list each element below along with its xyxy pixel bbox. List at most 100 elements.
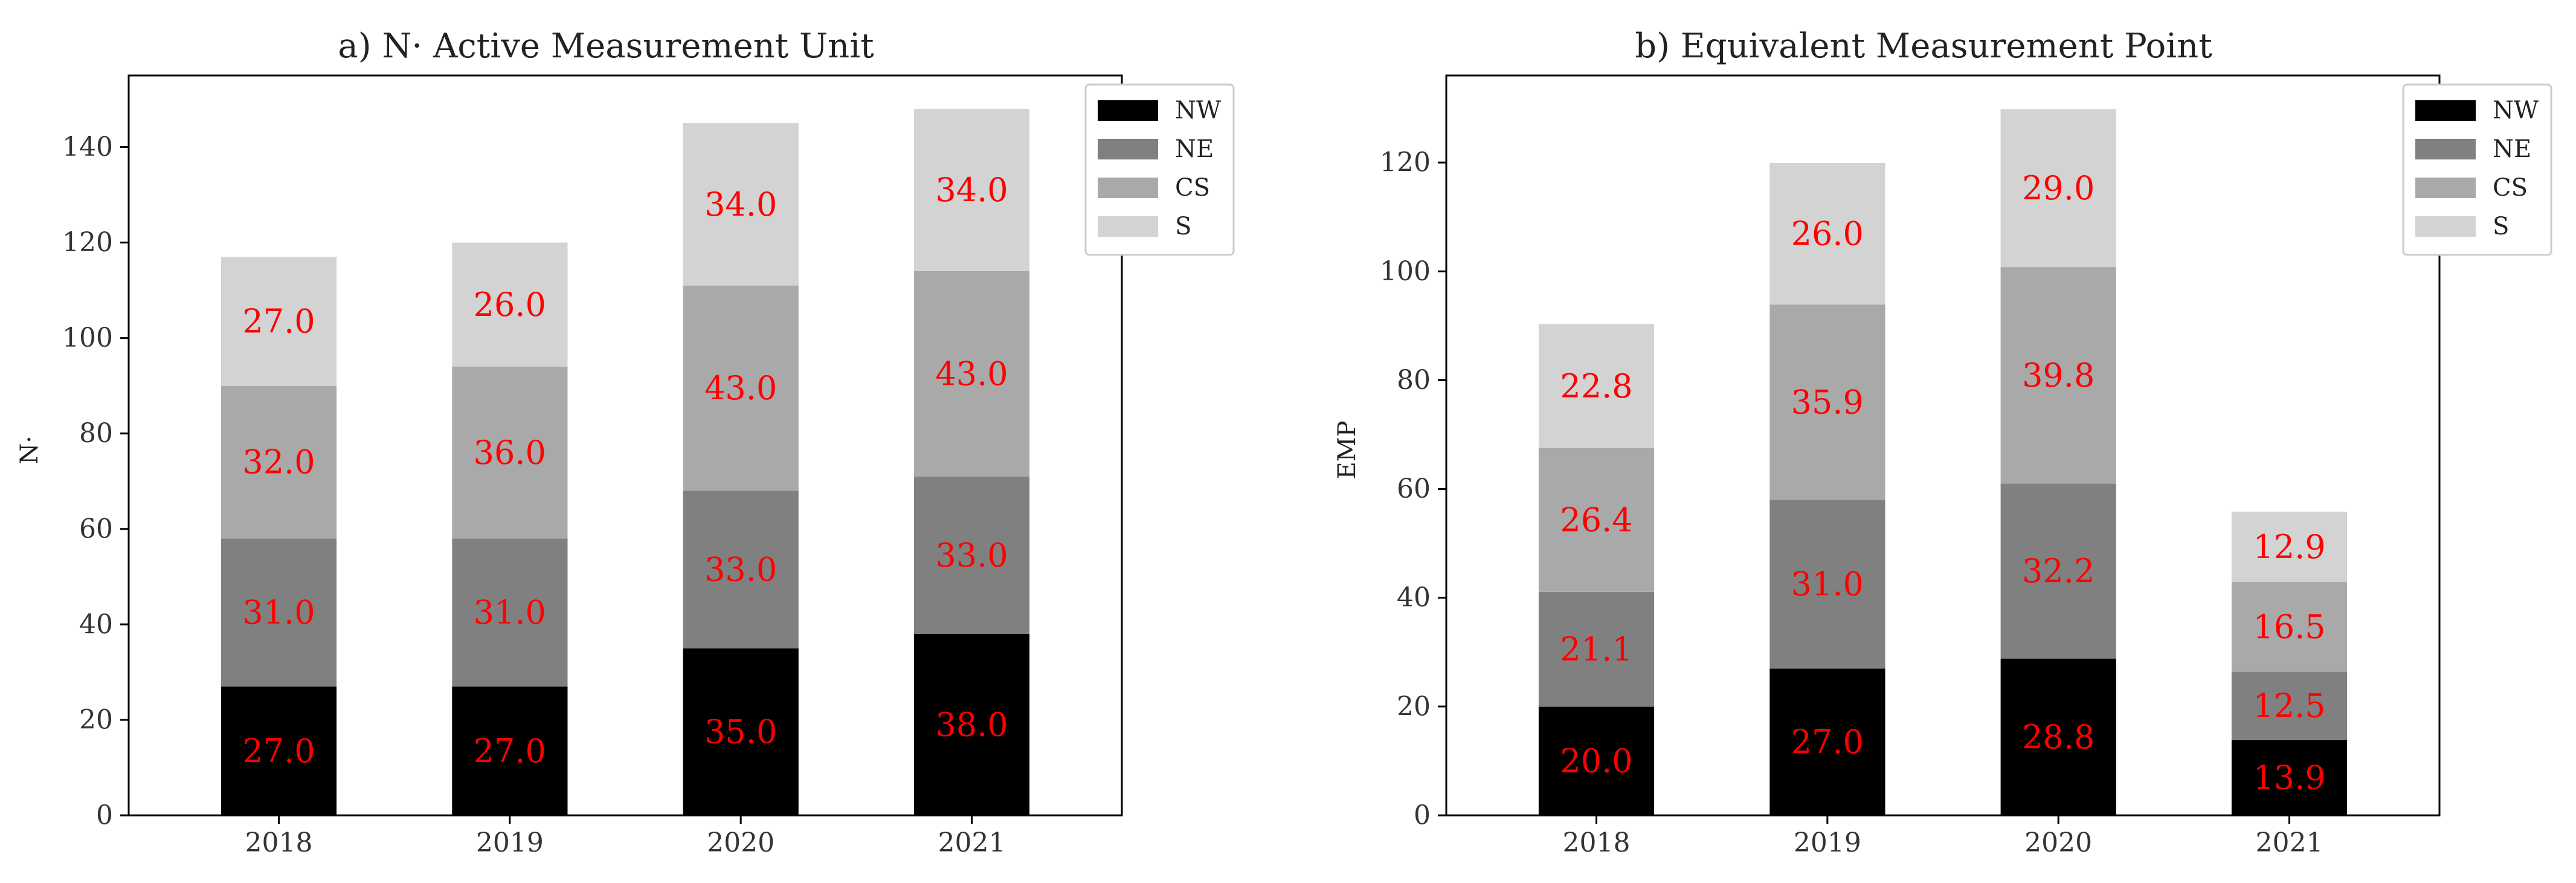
y-tick-label: 60 (1397, 474, 1431, 504)
data-label: 39.8 (2022, 356, 2095, 394)
y-tick-label: 80 (1397, 365, 1431, 396)
x-tick-label: 2018 (245, 827, 313, 858)
bar-s-2021 (2231, 512, 2348, 582)
legend-label-ne: NE (2493, 135, 2531, 163)
bar-cs-2019 (452, 367, 568, 539)
data-label: 34.0 (704, 185, 777, 223)
x-tick-label: 2019 (1794, 827, 1861, 858)
legend-label-cs: CS (1175, 174, 1210, 202)
bar-s-2021 (913, 109, 1030, 272)
legend-b: NW NE CS S (2402, 83, 2552, 256)
chart-panel-b: b) Equivalent Measurement Point EMP 20.0… (1333, 27, 2552, 858)
y-tick-label: 120 (62, 227, 113, 258)
legend-label-s: S (1175, 213, 1191, 240)
data-label: 32.0 (242, 443, 315, 481)
x-tick-label: 2021 (2255, 827, 2323, 858)
y-tick-label: 140 (62, 132, 113, 162)
data-label: 31.0 (1791, 565, 1864, 603)
bar-nw-2021 (913, 634, 1030, 815)
legend-swatch-cs (2415, 178, 2476, 198)
legend-label-nw: NW (1175, 97, 1221, 124)
legend-a: NW NE CS S (1084, 83, 1235, 256)
data-label: 12.9 (2253, 528, 2325, 566)
data-label: 35.9 (1791, 383, 1864, 421)
y-tick-label: 120 (1380, 147, 1431, 178)
plot-frame (127, 74, 1123, 817)
chart-title-a: a) N· Active Measurement Unit (338, 27, 874, 66)
data-label: 13.9 (2253, 759, 2325, 797)
legend-box (1084, 83, 1235, 256)
bar-nw-2019 (452, 686, 568, 815)
bar-ne-2019 (1769, 499, 1885, 669)
bar-cs-2018 (1538, 448, 1655, 592)
legend-swatch-s (1098, 216, 1158, 237)
legend-swatch-nw (1098, 100, 1158, 121)
legend-label-cs: CS (2493, 174, 2528, 202)
x-tick-label: 2020 (707, 827, 774, 858)
bar-s-2020 (683, 123, 799, 286)
data-label: 22.8 (1560, 367, 1632, 405)
bar-nw-2021 (2231, 739, 2348, 815)
bar-cs-2019 (1769, 304, 1885, 500)
bar-s-2019 (452, 242, 568, 367)
bar-cs-2018 (221, 385, 337, 539)
y-tick-label: 0 (1414, 800, 1431, 831)
bar-ne-2020 (683, 490, 799, 649)
bar-s-2019 (1769, 163, 1885, 305)
data-label: 34.0 (935, 171, 1008, 209)
data-label: 36.0 (474, 434, 546, 472)
data-label: 27.0 (242, 732, 315, 770)
plot-frame (1445, 74, 2441, 817)
bar-ne-2019 (452, 538, 568, 687)
bar-ne-2018 (1538, 591, 1655, 707)
data-label: 27.0 (1791, 723, 1864, 761)
data-label: 35.0 (704, 713, 777, 751)
bar-ne-2021 (913, 476, 1030, 634)
chart-panel-a: a) N· Active Measurement Unit N· 27.0 27.… (16, 27, 1235, 858)
legend-label-s: S (2493, 213, 2509, 240)
data-label: 20.0 (1560, 742, 1632, 780)
chart-title-b: b) Equivalent Measurement Point (1635, 27, 2212, 66)
y-tick-label: 20 (1397, 691, 1431, 722)
bar-nw-2020 (2000, 658, 2116, 815)
bar-cs-2021 (2231, 582, 2348, 672)
bar-cs-2020 (2000, 267, 2116, 484)
legend-swatch-cs (1098, 178, 1158, 198)
bar-cs-2020 (683, 285, 799, 491)
y-tick-label: 100 (1380, 256, 1431, 287)
bar-nw-2020 (683, 648, 799, 815)
bar-ne-2020 (2000, 483, 2116, 659)
legend-swatch-s (2415, 216, 2476, 237)
data-label: 32.2 (2022, 552, 2095, 590)
y-tick-label: 0 (96, 800, 113, 831)
data-label: 12.5 (2253, 687, 2325, 725)
data-label: 29.0 (2022, 169, 2095, 207)
bar-ne-2018 (221, 538, 337, 687)
data-label: 38.0 (935, 705, 1008, 743)
legend-label-nw: NW (2493, 97, 2539, 124)
y-tick-label: 40 (1397, 582, 1431, 613)
x-tick-label: 2020 (2024, 827, 2092, 858)
bar-ne-2021 (2231, 672, 2348, 740)
legend-swatch-nw (2415, 100, 2476, 121)
bar-nw-2018 (1538, 706, 1655, 815)
legend-swatch-ne (1098, 139, 1158, 159)
data-label: 21.1 (1560, 630, 1632, 668)
data-label: 33.0 (704, 551, 777, 589)
bar-s-2020 (2000, 109, 2116, 268)
legend-box (2402, 83, 2552, 256)
data-label: 26.4 (1560, 501, 1632, 539)
data-label: 27.0 (474, 732, 546, 770)
x-tick-label: 2018 (1563, 827, 1631, 858)
bar-nw-2019 (1769, 668, 1885, 815)
bar-s-2018 (1538, 324, 1655, 448)
legend-swatch-ne (2415, 139, 2476, 159)
data-label: 26.0 (1791, 215, 1864, 253)
y-tick-label: 80 (79, 418, 113, 449)
data-label: 31.0 (474, 594, 546, 632)
y-tick-label: 60 (79, 513, 113, 544)
y-tick-label: 40 (79, 609, 113, 640)
y-tick-label: 100 (62, 323, 113, 353)
legend-label-ne: NE (1175, 135, 1214, 163)
